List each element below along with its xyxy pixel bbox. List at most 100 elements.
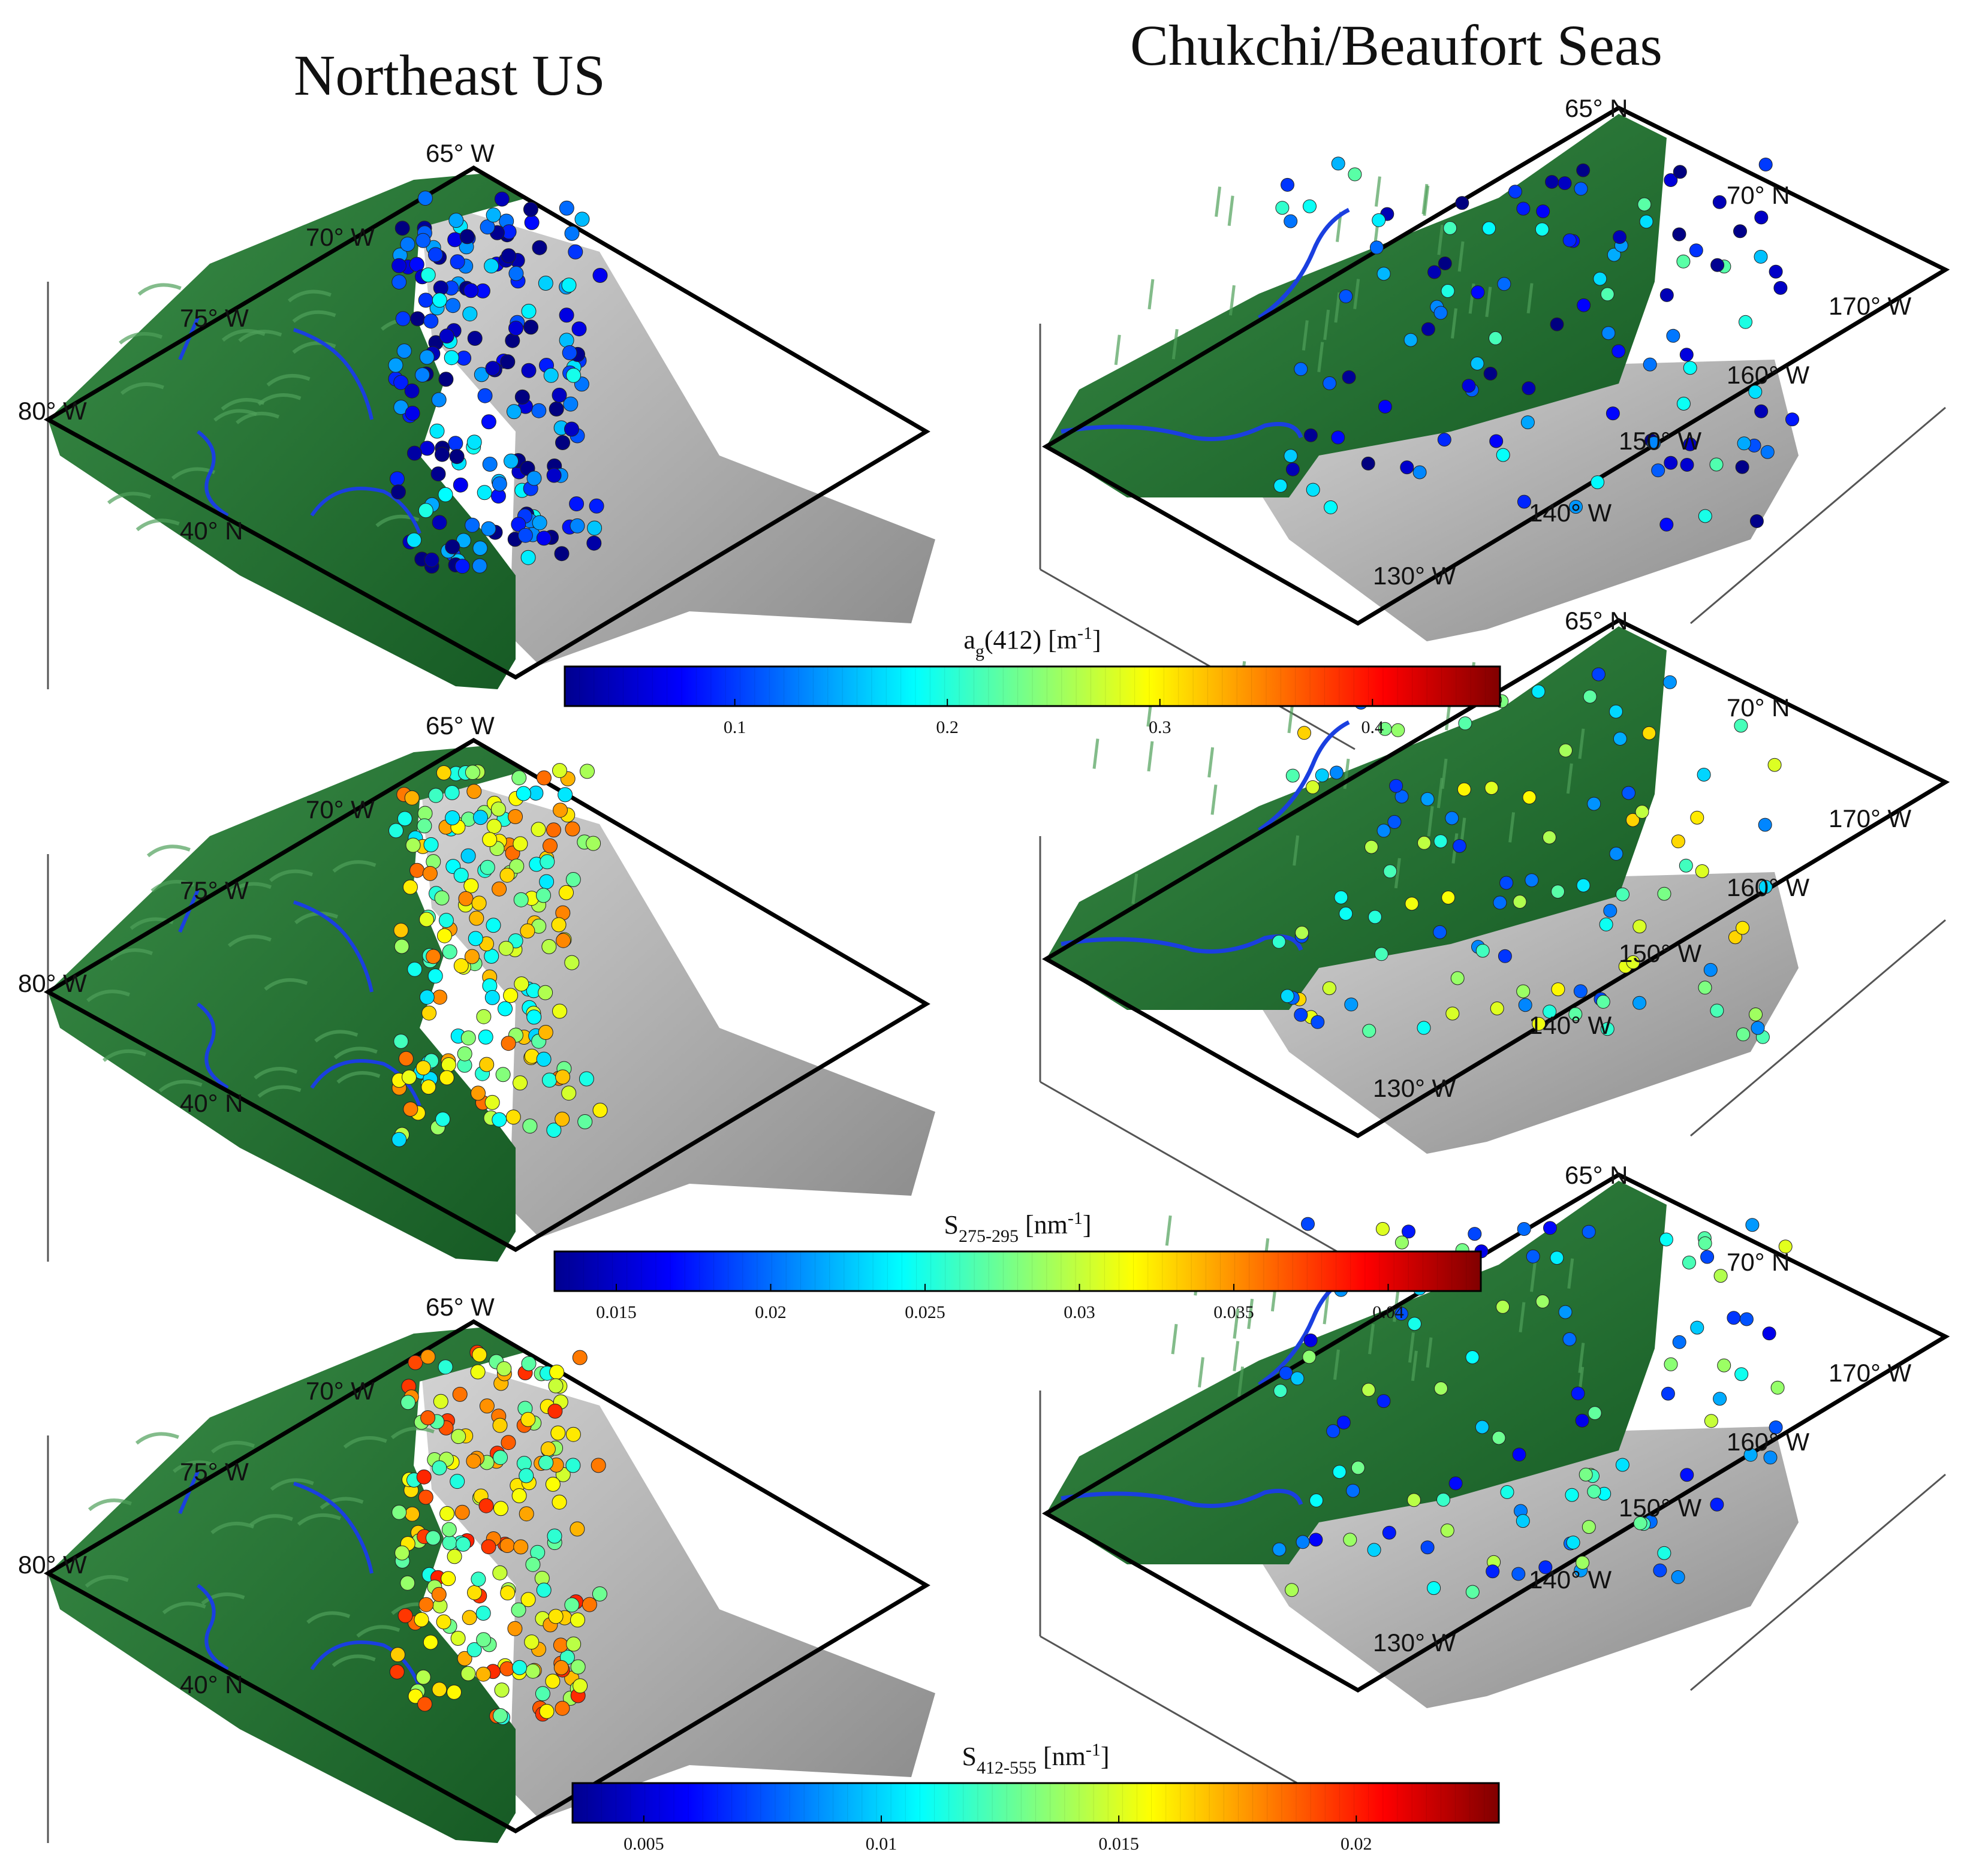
sample-point [574, 212, 590, 227]
sample-point [426, 949, 441, 964]
sample-point [1682, 1256, 1696, 1269]
sample-point [493, 1708, 508, 1723]
sample-point [430, 466, 446, 482]
sample-point [1745, 1218, 1760, 1232]
axis-label: 65° N [1565, 1161, 1628, 1189]
sample-point [1622, 786, 1635, 800]
axis-label: 80° W [18, 969, 87, 997]
terrain-ridge [1421, 183, 1429, 215]
sample-point [555, 1111, 570, 1127]
sample-point [499, 1538, 515, 1553]
sample-point [553, 1660, 569, 1675]
colorbar-title: S275-295 [nm-1] [944, 1208, 1091, 1246]
colorbar-tick-label: 0.005 [623, 1834, 664, 1854]
terrain-ridge [1457, 241, 1465, 272]
sample-point [1520, 415, 1535, 430]
sample-point [1588, 1406, 1602, 1420]
sample-point [438, 487, 453, 502]
sample-point [457, 1651, 472, 1666]
sample-point [1717, 1358, 1731, 1373]
axis-label: 140° W [1529, 499, 1612, 527]
sample-point [550, 1425, 566, 1441]
sample-point [423, 837, 439, 852]
river-line [1258, 720, 1350, 832]
sample-point [1375, 1221, 1390, 1236]
terrain-ridge [1426, 1337, 1433, 1368]
land-surface [48, 174, 528, 689]
sample-point [1573, 984, 1588, 999]
colorbar-gradient [553, 1250, 1482, 1292]
terrain-ridge [320, 1497, 364, 1510]
frame-box [1042, 618, 1950, 1139]
sample-point [562, 345, 577, 360]
sample-point [1362, 1024, 1376, 1038]
sample-point [513, 836, 528, 852]
terrain-ridge [264, 978, 308, 991]
sample-point [525, 1663, 541, 1679]
colorbar-tick-label: 0.2 [936, 717, 959, 737]
colorbar-gradient [564, 665, 1501, 707]
sample-point [467, 331, 483, 346]
sample-point [1420, 792, 1435, 806]
sample-point [1490, 1002, 1504, 1015]
axis-label: 80° W [18, 397, 87, 425]
sample-point [460, 1666, 476, 1681]
sample-point [1609, 846, 1623, 861]
terrain-ridge [1437, 224, 1444, 255]
sample-point [545, 1476, 561, 1492]
sample-point [523, 201, 538, 217]
sample-point [553, 1637, 568, 1653]
terrain-ridge [221, 329, 266, 342]
sample-point [1516, 1514, 1530, 1528]
sample-point [501, 248, 516, 264]
sample-point [1647, 436, 1661, 450]
sample-point [1632, 919, 1647, 934]
terrain-ridge [173, 1460, 216, 1473]
sample-point [1651, 463, 1665, 478]
sample-point [1576, 878, 1591, 892]
sample-point [540, 854, 555, 870]
sample-point [1383, 864, 1397, 879]
sample-point [1713, 1269, 1728, 1283]
sample-point [1489, 331, 1502, 345]
sample-point [1734, 719, 1748, 733]
sample-point [1576, 1555, 1590, 1570]
sample-point [566, 1636, 582, 1652]
sample-point [1562, 1332, 1577, 1346]
sample-point [1600, 287, 1614, 301]
sample-point [482, 832, 498, 847]
sample-point [400, 237, 415, 252]
sample-point [445, 539, 460, 554]
sample-point [1662, 675, 1677, 689]
sample-point [1633, 1516, 1647, 1530]
sample-point [1754, 249, 1768, 264]
sample-point [420, 1410, 436, 1425]
sample-point [1407, 1493, 1421, 1507]
sample-point [1420, 1540, 1435, 1555]
sample-point [553, 803, 568, 818]
sample-point [582, 1597, 597, 1612]
sample-point [444, 350, 459, 366]
terrain-ridge [1233, 1308, 1240, 1339]
terrain-ridge [1436, 777, 1444, 809]
colorbar-tick-label: 0.3 [1149, 717, 1171, 737]
sample-point [1344, 997, 1359, 1012]
sample-point [1562, 233, 1577, 248]
sample-point [1770, 1380, 1785, 1395]
sample-point [435, 1111, 451, 1127]
terrain-ridge [109, 948, 153, 961]
sample-point [563, 396, 579, 412]
sample-point [1664, 173, 1678, 187]
terrain-ridge [102, 1049, 146, 1062]
sample-point [552, 387, 567, 403]
sample-point [1522, 381, 1536, 396]
sample-point [1433, 306, 1448, 320]
sample-point [1367, 1543, 1381, 1557]
sample-point [539, 874, 555, 889]
sample-point [1526, 1249, 1540, 1263]
sample-point [1368, 910, 1382, 924]
frame-box [43, 1319, 930, 1834]
colorbar-tick-label: 0.035 [1213, 1302, 1254, 1322]
sample-point [1733, 224, 1747, 239]
sample-point [1639, 215, 1653, 229]
